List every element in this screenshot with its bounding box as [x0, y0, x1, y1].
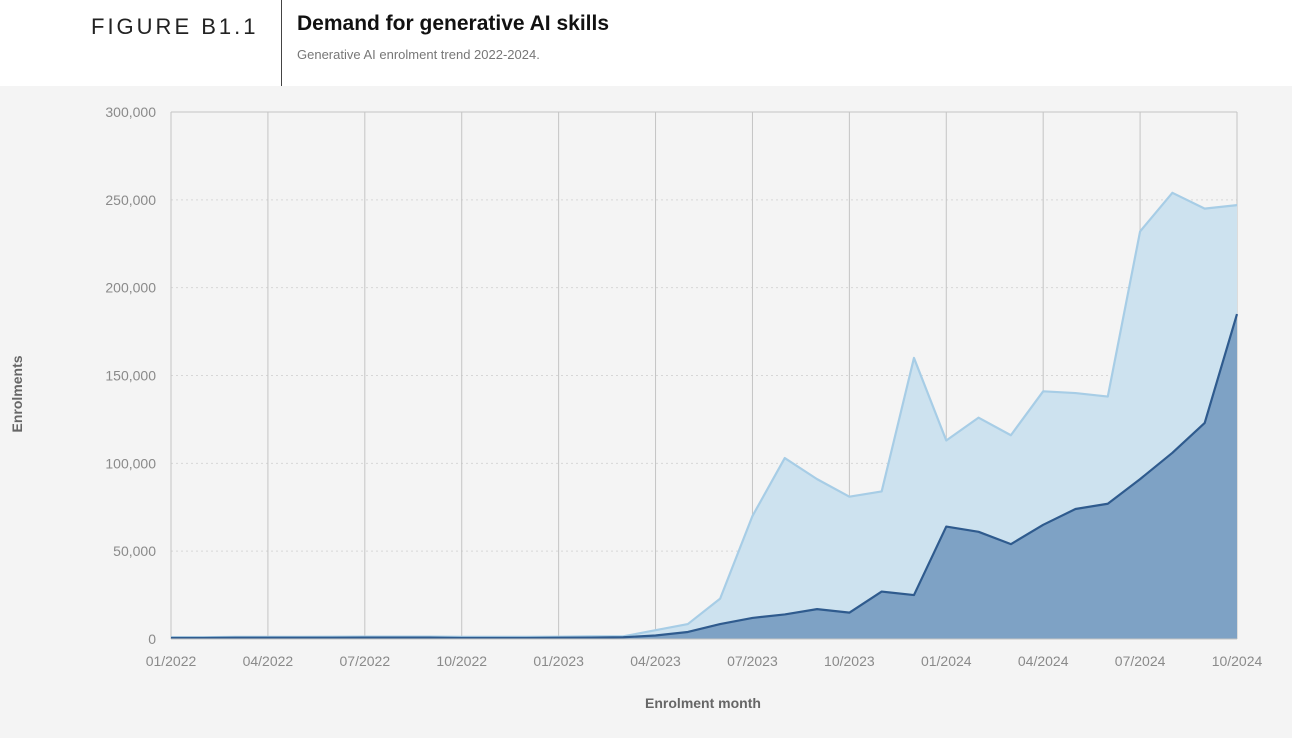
y-axis-label: Enrolments: [9, 355, 25, 432]
x-tick-label: 04/2022: [243, 653, 294, 669]
x-tick-label: 04/2023: [630, 653, 681, 669]
x-tick-label: 01/2024: [921, 653, 972, 669]
area-series: [171, 192, 1237, 639]
y-tick-label: 150,000: [105, 368, 156, 384]
y-tick-label: 100,000: [105, 455, 156, 471]
x-tick-labels: 01/2022 04/2022 07/2022 10/2022 01/2023 04/20…: [146, 653, 1263, 669]
header-divider: [281, 0, 282, 86]
chart-subtitle: Generative AI enrolment trend 2022-2024.: [297, 47, 540, 62]
series-2-area: [171, 314, 1237, 639]
y-tick-labels: 0 50,000 100,000 150,000 200,000 250,000 300,0…: [105, 104, 156, 647]
x-tick-label: 04/2024: [1018, 653, 1069, 669]
x-tick-label: 01/2022: [146, 653, 197, 669]
figure-label: FIGURE B1.1: [91, 14, 259, 39]
area-chart: 0 50,000 100,000 150,000 200,000 250,000 300,0…: [9, 104, 1263, 711]
x-tick-label: 10/2024: [1212, 653, 1263, 669]
series-lines: [171, 191, 1239, 640]
y-tick-label: 0: [148, 631, 156, 647]
x-tick-label: 07/2023: [727, 653, 778, 669]
series-1-area: [171, 192, 1237, 639]
series-2-line: [171, 313, 1239, 640]
y-tick-label: 200,000: [105, 280, 156, 296]
x-tick-label: 07/2022: [340, 653, 391, 669]
figure-header: FIGURE B1.1 Demand for generative AI ski…: [0, 0, 1292, 86]
plot-area: 0 50,000 100,000 150,000 200,000 250,000 300,0…: [0, 86, 1292, 738]
x-tick-label: 07/2024: [1115, 653, 1166, 669]
x-tick-label: 01/2023: [533, 653, 584, 669]
y-tick-label: 300,000: [105, 104, 156, 120]
chart-title: Demand for generative AI skills: [297, 12, 609, 35]
x-tick-label: 10/2022: [436, 653, 487, 669]
y-tick-label: 250,000: [105, 192, 156, 208]
x-tick-label: 10/2023: [824, 653, 875, 669]
x-axis-label: Enrolment month: [645, 695, 761, 711]
y-tick-label: 50,000: [113, 543, 156, 559]
